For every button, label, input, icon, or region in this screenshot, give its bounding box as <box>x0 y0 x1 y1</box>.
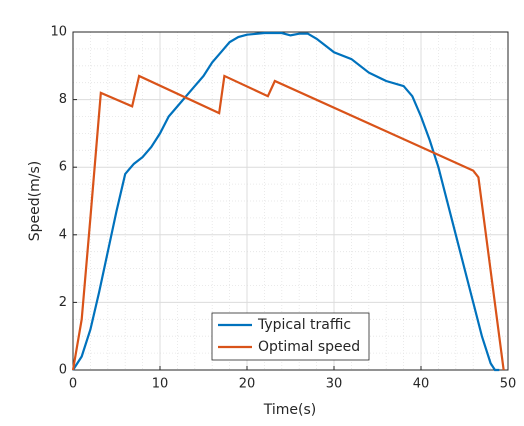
y-tick-label: 8 <box>59 92 67 107</box>
y-axis-label: Speed(m/s) <box>27 161 43 241</box>
x-tick-label: 50 <box>500 377 517 392</box>
x-axis-label: Time(s) <box>263 402 316 418</box>
legend-box <box>211 312 370 361</box>
plot-frame <box>72 31 509 371</box>
data-line <box>72 31 500 372</box>
data-line <box>71 74 505 371</box>
x-tick-label: 0 <box>69 377 77 392</box>
y-tick-label: 10 <box>50 25 67 40</box>
x-tick-label: 40 <box>413 377 430 392</box>
x-tick-label: 30 <box>326 377 343 392</box>
y-tick-label: 0 <box>59 363 67 378</box>
y-tick-label: 6 <box>59 160 67 175</box>
y-tick-label: 4 <box>59 227 67 242</box>
x-tick-label: 10 <box>152 377 169 392</box>
y-tick-label: 2 <box>59 295 67 310</box>
legend-label: Typical traffic <box>257 317 351 333</box>
x-tick-label: 20 <box>239 377 256 392</box>
legend-label: Optimal speed <box>258 339 360 355</box>
